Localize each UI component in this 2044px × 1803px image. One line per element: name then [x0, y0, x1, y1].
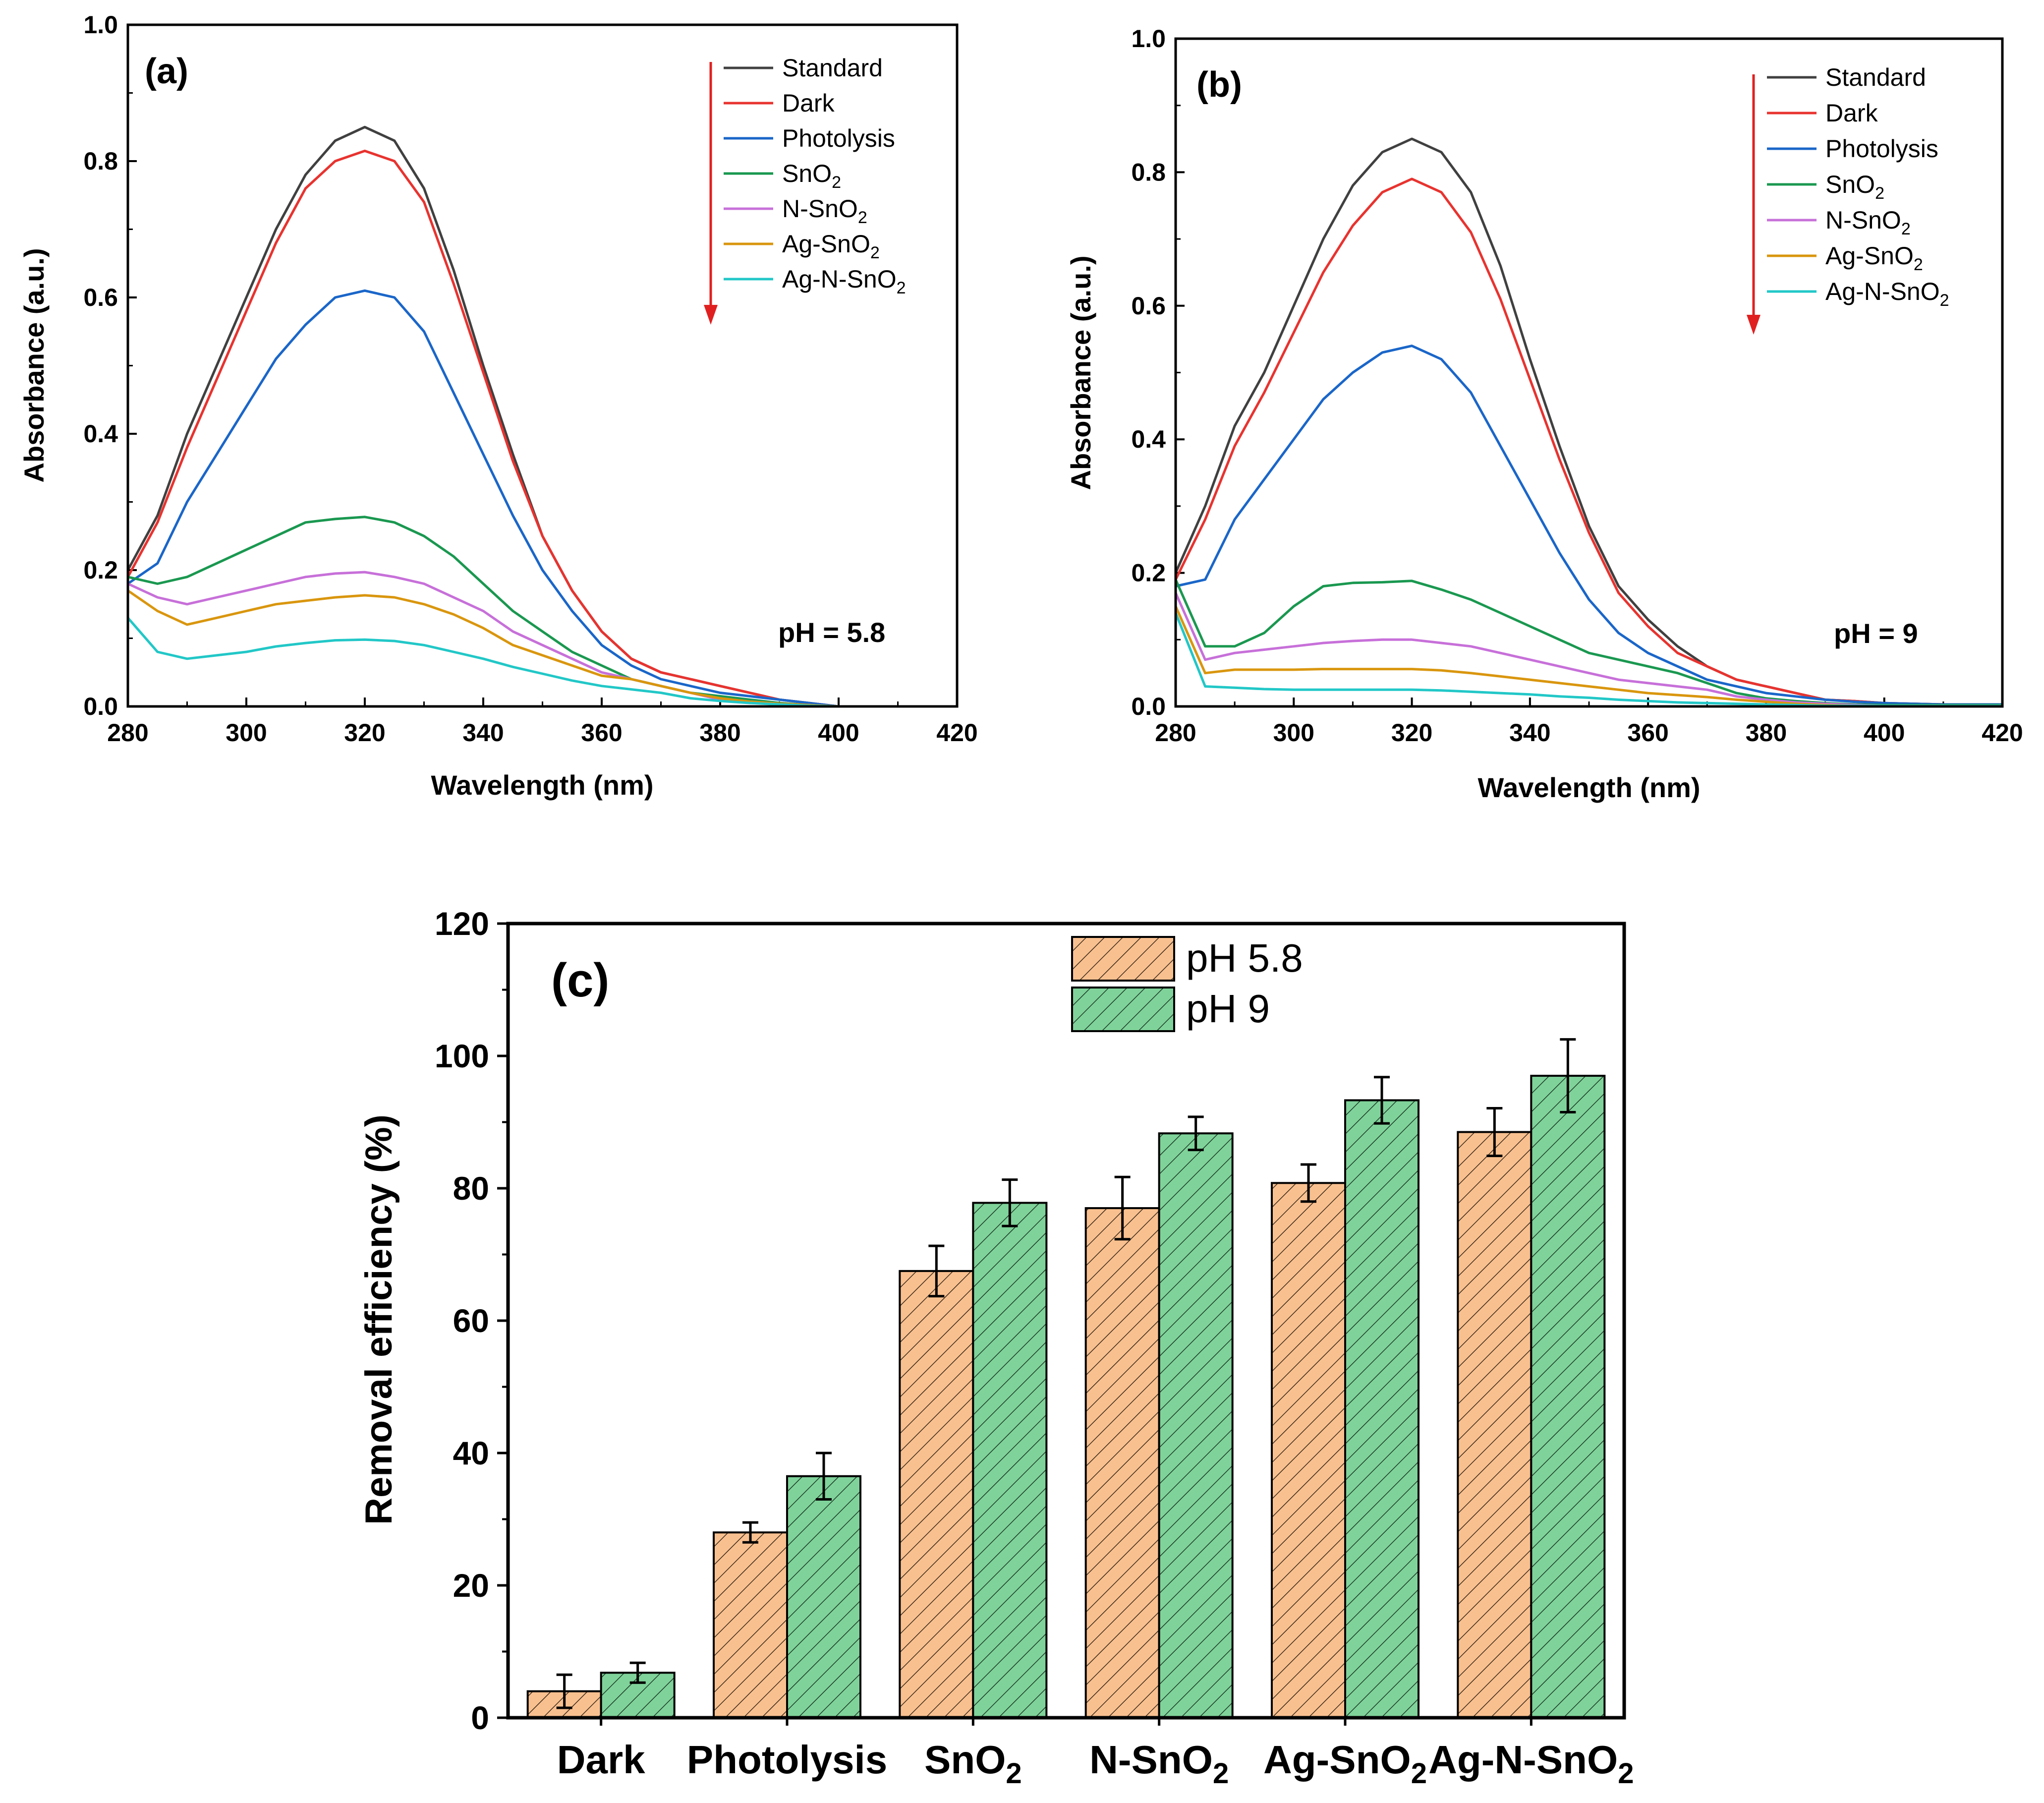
panel-a-legend-label: Ag-SnO2	[782, 230, 880, 262]
panel-a-series-standard	[126, 125, 839, 708]
panel-c-category-label: Photolysis	[687, 1738, 888, 1782]
panel-c-label: (c)	[551, 954, 609, 1007]
panel-a-legend-label: Photolysis	[782, 124, 895, 152]
panel-a-series-n-sno2	[127, 571, 839, 708]
panel-b-x-tick-label: 380	[1746, 719, 1787, 747]
panel-a-x-title: Wavelength (nm)	[431, 769, 653, 801]
panel-b-x-tick-label: 340	[1509, 719, 1550, 747]
panel-a-series-ag-n-sno2	[127, 617, 839, 708]
panel-c-y-title: Removal efficiency (%)	[358, 1114, 400, 1525]
panel-c-bar	[1457, 1131, 1533, 1719]
panel-c-legend-swatch	[1071, 987, 1175, 1032]
panel-c-category-label: N-SnO2	[1089, 1738, 1229, 1790]
panel-a-x-tick-label: 280	[107, 719, 148, 747]
panel-b-arrow	[1747, 74, 1760, 335]
panel-b-x-tick-label: 280	[1155, 719, 1196, 747]
panel-a-legend-label: Standard	[782, 54, 883, 82]
panel-a-legend-label: Dark	[782, 89, 835, 117]
panel-b-legend-label: N-SnO2	[1825, 206, 1911, 238]
panel-b-y-tick-label: 0.4	[1131, 425, 1166, 453]
panel-b-legend-label: SnO2	[1825, 171, 1884, 203]
panel-a-series-ag-sno2	[127, 589, 839, 708]
panel-a-x-tick-label: 380	[699, 719, 740, 747]
panel-a-arrow	[704, 62, 718, 325]
panel-b-x-tick-label: 400	[1864, 719, 1905, 747]
panel-c-y-tick-label: 60	[453, 1302, 489, 1339]
panel-a-y-tick-label: 1.0	[83, 11, 118, 39]
panel-c-category-label: Dark	[557, 1738, 645, 1782]
panel-a-label: (a)	[145, 52, 188, 91]
panel-a-legend-label: Ag-N-SnO2	[782, 265, 906, 297]
panel-c-y-tick-label: 20	[453, 1567, 489, 1604]
panel-a-x-tick-label: 400	[818, 719, 859, 747]
panel-b-y-tick-label: 0.6	[1131, 292, 1166, 320]
panel-a-chart: 280 300 320 340 360 380 400 420 0.0 0.2 0.4 0.6 0.8 1…	[18, 11, 978, 801]
panel-c-legend-label: pH 5.8	[1186, 936, 1303, 980]
panel-c-y-tick-label: 120	[435, 905, 489, 942]
panel-b-y-tick-label: 0.8	[1131, 158, 1166, 186]
panel-c-y-tick-label: 0	[471, 1699, 489, 1736]
panel-b-x-tick-label: 320	[1391, 719, 1432, 747]
panel-c-legend-label: pH 9	[1186, 987, 1270, 1031]
panel-b-chart: 280 300 320 340 360 380 400 420 0.0 0.2 0.4 0.6 0.8 1…	[1065, 25, 2023, 803]
panel-c-category-label: Ag-N-SnO2	[1428, 1738, 1634, 1790]
panel-c-bar	[786, 1475, 861, 1719]
panel-b-series-photolysis	[1175, 345, 2002, 706]
panel-c-legend-swatch	[1071, 936, 1175, 982]
panel-c-legend: pH 5.8 pH 9	[1071, 936, 1303, 1032]
panel-b-series-n-sno2	[1174, 592, 2002, 707]
panel-a-y-tick-label: 0.2	[83, 556, 118, 584]
panel-b-y-tick-label: 0.0	[1131, 693, 1166, 720]
panel-c-bar	[713, 1531, 788, 1719]
panel-c-y-tick-label: 100	[435, 1038, 489, 1074]
panel-c-bar	[899, 1270, 974, 1719]
panel-b-legend-label: Photolysis	[1825, 135, 1938, 163]
panel-c-category-label: Ag-SnO2	[1263, 1738, 1427, 1790]
panel-b-legend-label: Ag-N-SnO2	[1825, 278, 1949, 310]
panel-b-ph-label: pH = 9	[1834, 618, 1918, 649]
panel-b-x-tick-label: 420	[1982, 719, 2023, 747]
panel-c-bar	[1158, 1132, 1234, 1719]
panel-b-x-title: Wavelength (nm)	[1477, 772, 1700, 803]
panel-a-series-sno2	[127, 516, 839, 708]
panel-b-label: (b)	[1196, 65, 1242, 105]
panel-a-y-tick-label: 0.8	[83, 147, 118, 175]
panel-a-x-tick-label: 420	[936, 719, 977, 747]
panel-c-bar	[1344, 1099, 1419, 1719]
panel-c-category-label: SnO2	[924, 1738, 1022, 1790]
panel-b-y-tick-label: 1.0	[1131, 25, 1166, 53]
panel-a-x-tick-label: 340	[462, 719, 504, 747]
panel-a-x-tick-label: 360	[581, 719, 622, 747]
panel-a-legend: Standard Dark Photolysis SnO2N-SnO2Ag-SnO2A…	[724, 54, 906, 297]
panel-c-chart: 0 20 40 60 80 100 120 Dark Photolysis SnO2 N-SnO2 A…	[358, 905, 1634, 1790]
panel-c-bar	[1530, 1075, 1606, 1719]
panel-a-y-tick-label: 0.6	[83, 284, 118, 311]
panel-c-y-tick-label: 40	[453, 1435, 489, 1471]
panel-a-legend-label: N-SnO2	[782, 195, 867, 227]
panel-a-legend-label: SnO2	[782, 160, 841, 192]
panel-b-y-title: Absorbance (a.u.)	[1065, 256, 1096, 490]
panel-c-bar	[972, 1202, 1048, 1719]
panel-b-legend-label: Ag-SnO2	[1825, 242, 1923, 274]
panel-b-legend-label: Standard	[1825, 63, 1926, 91]
panel-b-legend-label: Dark	[1825, 99, 1878, 127]
panel-b-x-tick-label: 300	[1273, 719, 1314, 747]
panel-a-series-photolysis	[127, 289, 839, 708]
panel-b-x-tick-label: 360	[1627, 719, 1668, 747]
panel-a-y-tick-label: 0.0	[83, 693, 118, 720]
panel-a-y-tick-label: 0.4	[83, 420, 118, 448]
panel-a-y-title: Absorbance (a.u.)	[18, 248, 50, 483]
panel-b-y-tick-label: 0.2	[1131, 559, 1166, 587]
panel-c-bar	[1084, 1207, 1160, 1719]
panel-a-x-tick-label: 320	[344, 719, 385, 747]
panel-a-ph-label: pH = 5.8	[778, 617, 885, 648]
panel-c-bar	[1271, 1182, 1346, 1719]
panel-a-series-dark	[126, 149, 839, 708]
panel-c-y-tick-label: 80	[453, 1170, 489, 1207]
panel-a-x-tick-label: 300	[226, 719, 267, 747]
